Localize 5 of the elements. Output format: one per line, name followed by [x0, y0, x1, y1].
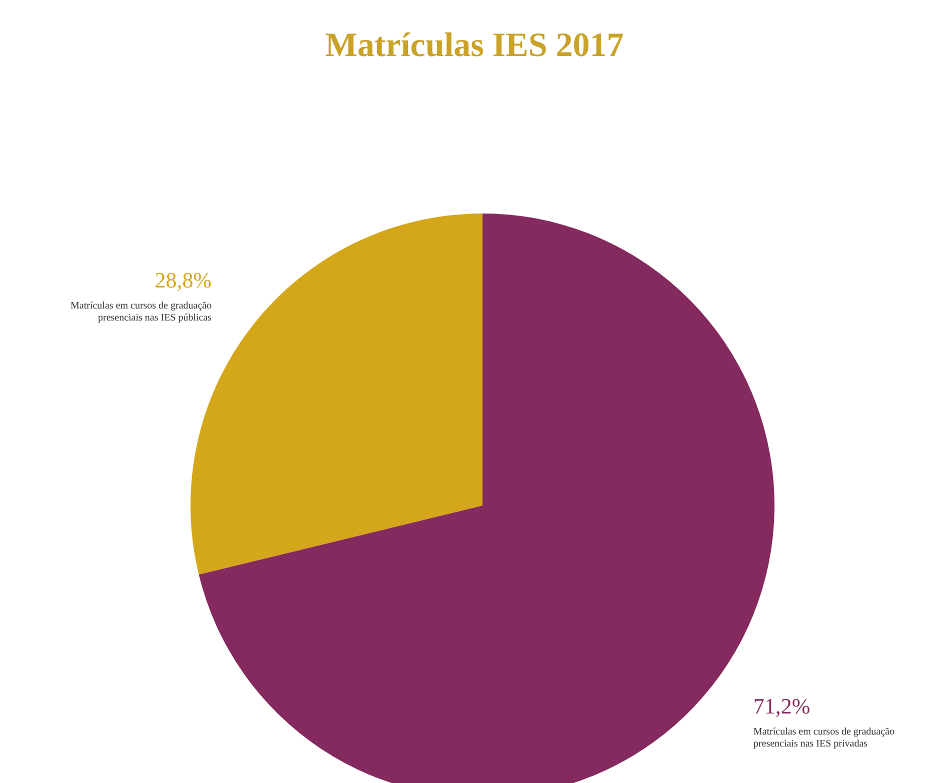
slice-label: Matrículas em cursos de graduação presenciais nas IES privadas	[753, 726, 894, 750]
chart-title: Matrículas IES 2017	[325, 27, 624, 64]
data-label: 71,2%	[753, 693, 810, 718]
data-label: 28,8%	[154, 268, 212, 293]
slice-label: Matrículas em cursos de graduação presenciais nas IES públicas	[70, 300, 212, 324]
